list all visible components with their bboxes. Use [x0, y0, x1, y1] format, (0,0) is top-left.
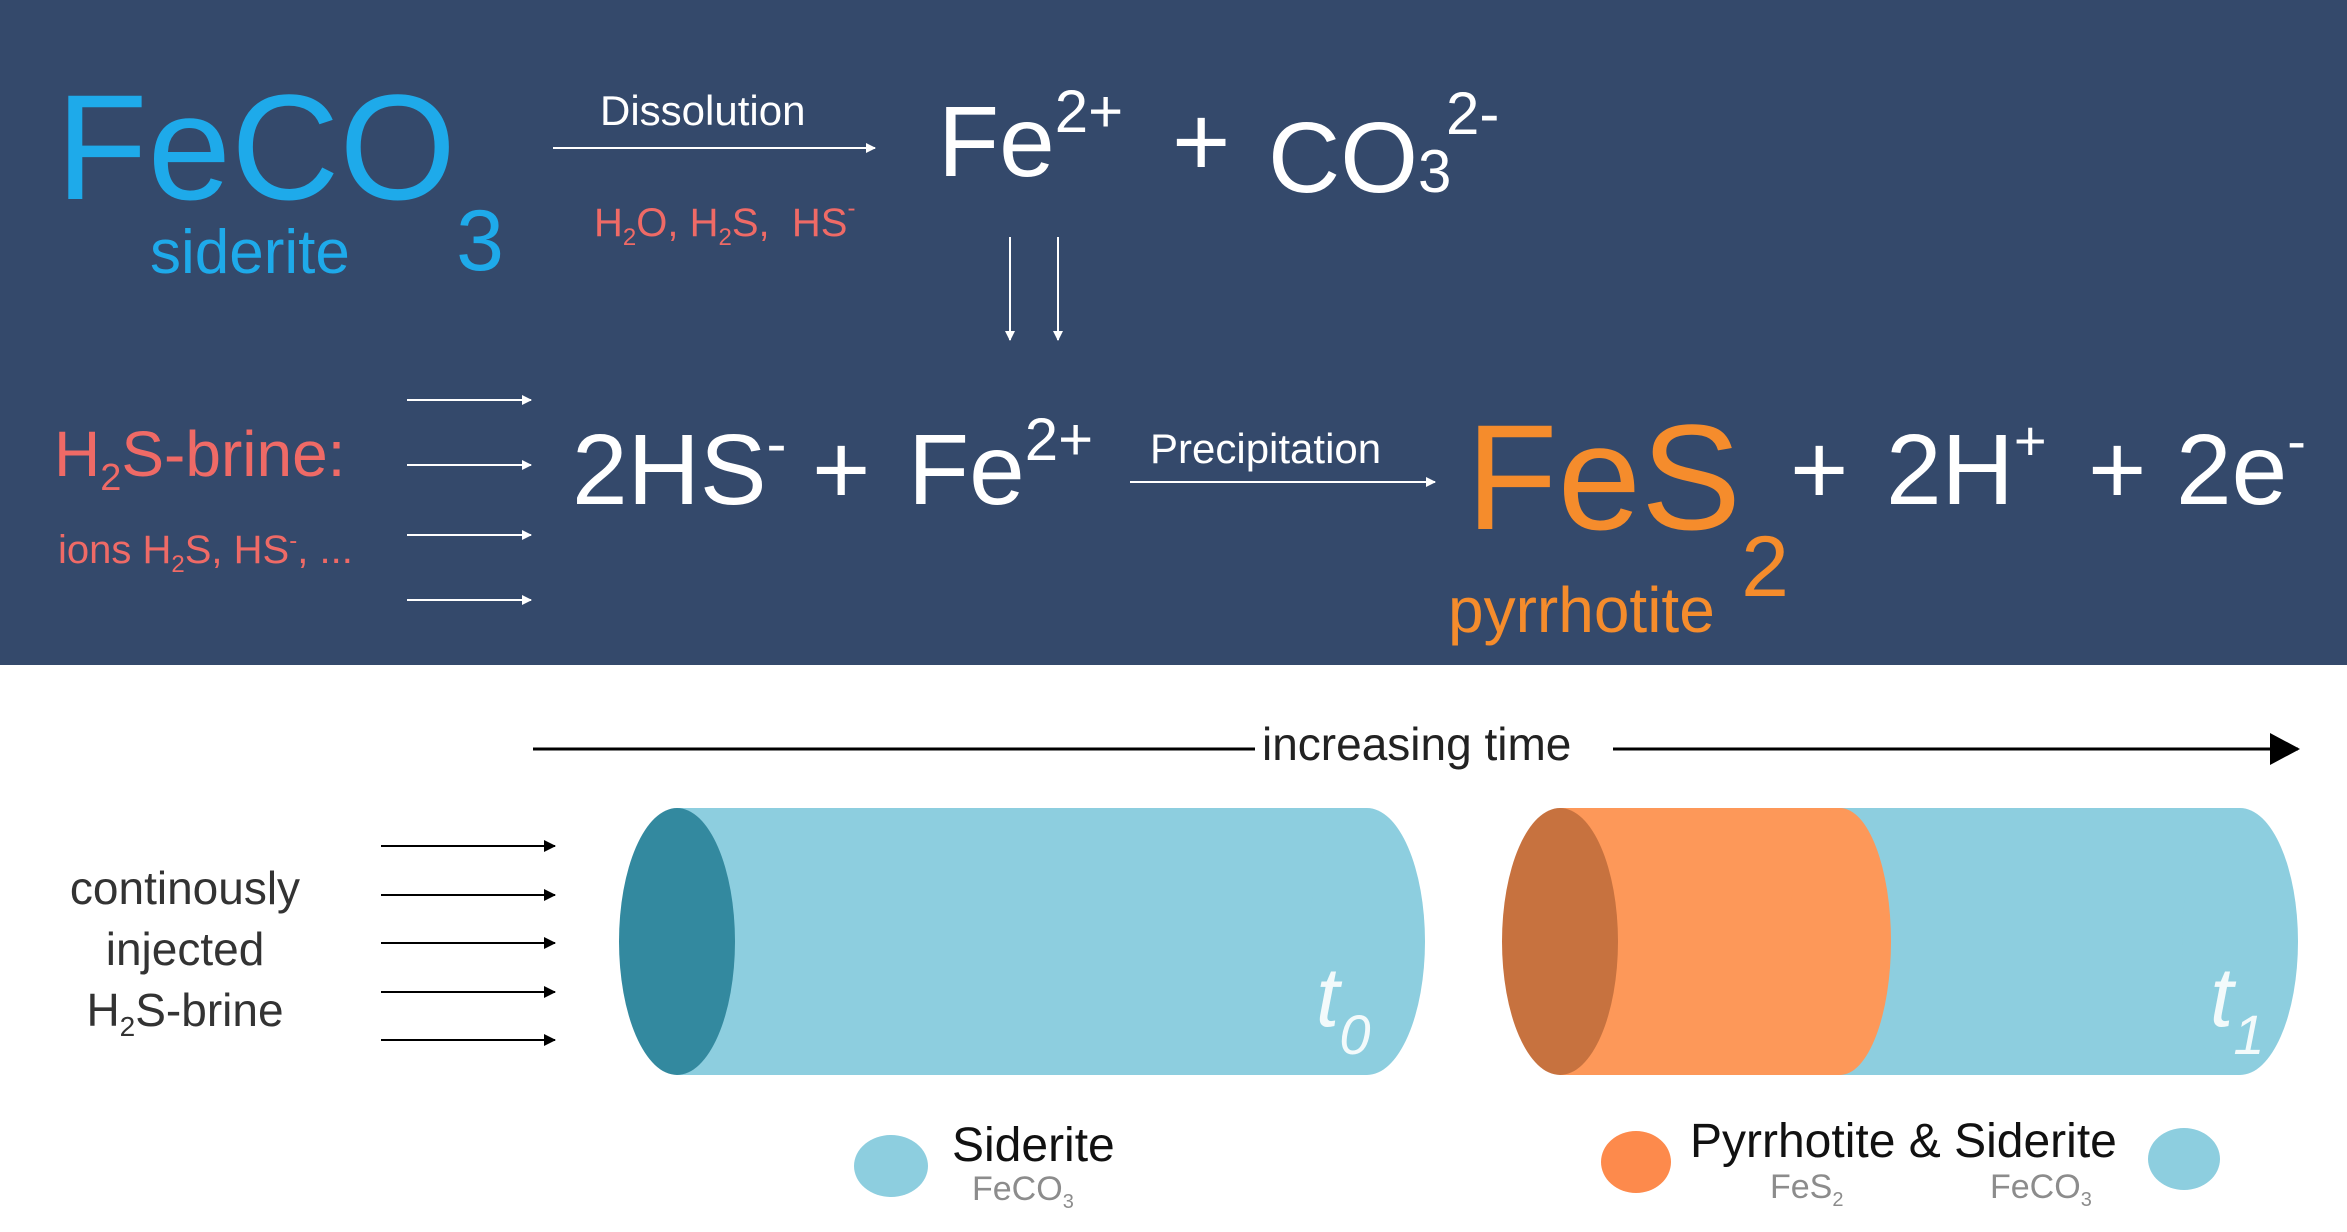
brine-label: H2S-brine:: [54, 418, 346, 499]
reaction2-plus-3: +: [2088, 414, 2147, 526]
legend-siderite-formula: FeCO3: [972, 1170, 1074, 1213]
injection-label: continously injected H2S-brine: [40, 858, 330, 1041]
product-fe2plus: Fe2+: [938, 77, 1124, 198]
pyrrhotite-label: pyrrhotite: [1448, 574, 1715, 646]
legend-siderite-name: Siderite: [952, 1119, 1115, 1172]
legend-siderite-dot: [854, 1135, 928, 1197]
reaction1-plus: +: [1172, 86, 1231, 198]
legend-pyrrhotite-siderite-name: Pyrrhotite & Siderite: [1690, 1115, 2117, 1168]
legend-siderite-dot-2: [2148, 1128, 2220, 1190]
pyrrhotite-formula: FeS2: [1466, 393, 1789, 615]
siderite-label: siderite: [150, 218, 350, 287]
reactant-2hs: 2HS-: [572, 409, 787, 526]
product-2h: 2H+: [1886, 408, 2047, 526]
injection-line-2: injected: [105, 923, 265, 975]
precipitation-label: Precipitation: [1150, 425, 1382, 472]
t0-label: t0: [1316, 950, 1371, 1066]
legend-feco3-formula: FeCO3: [1990, 1168, 2092, 1211]
t1-label: t1: [2210, 950, 2265, 1066]
injection-line-3: H2S-brine: [86, 984, 284, 1043]
cylinder-t1: [1502, 808, 2298, 1075]
product-2e: 2e-: [2176, 408, 2306, 526]
injection-line-1: continously: [69, 862, 301, 914]
dissolution-label: Dissolution: [600, 87, 806, 134]
dissolution-conditions: H2O, H2S, HS-: [594, 194, 856, 251]
product-co3: CO 3 2-: [1268, 80, 1500, 214]
reactant-fe2plus: Fe2+: [908, 405, 1094, 526]
reaction-panel: [0, 0, 2347, 665]
reaction2-plus-1: +: [812, 414, 871, 526]
legend-pyrrhotite-dot: [1601, 1131, 1671, 1193]
cylinder-t0: [619, 808, 1425, 1075]
increasing-time-label: increasing time: [1262, 718, 1572, 770]
time-arrow-head: [2270, 733, 2300, 765]
reaction2-plus-2: +: [1790, 414, 1849, 526]
ions-label: ions H2S, HS-, ...: [58, 527, 353, 578]
legend-fes2-formula: FeS2: [1770, 1168, 1844, 1211]
siderite-formula: FeCO3: [56, 63, 504, 289]
